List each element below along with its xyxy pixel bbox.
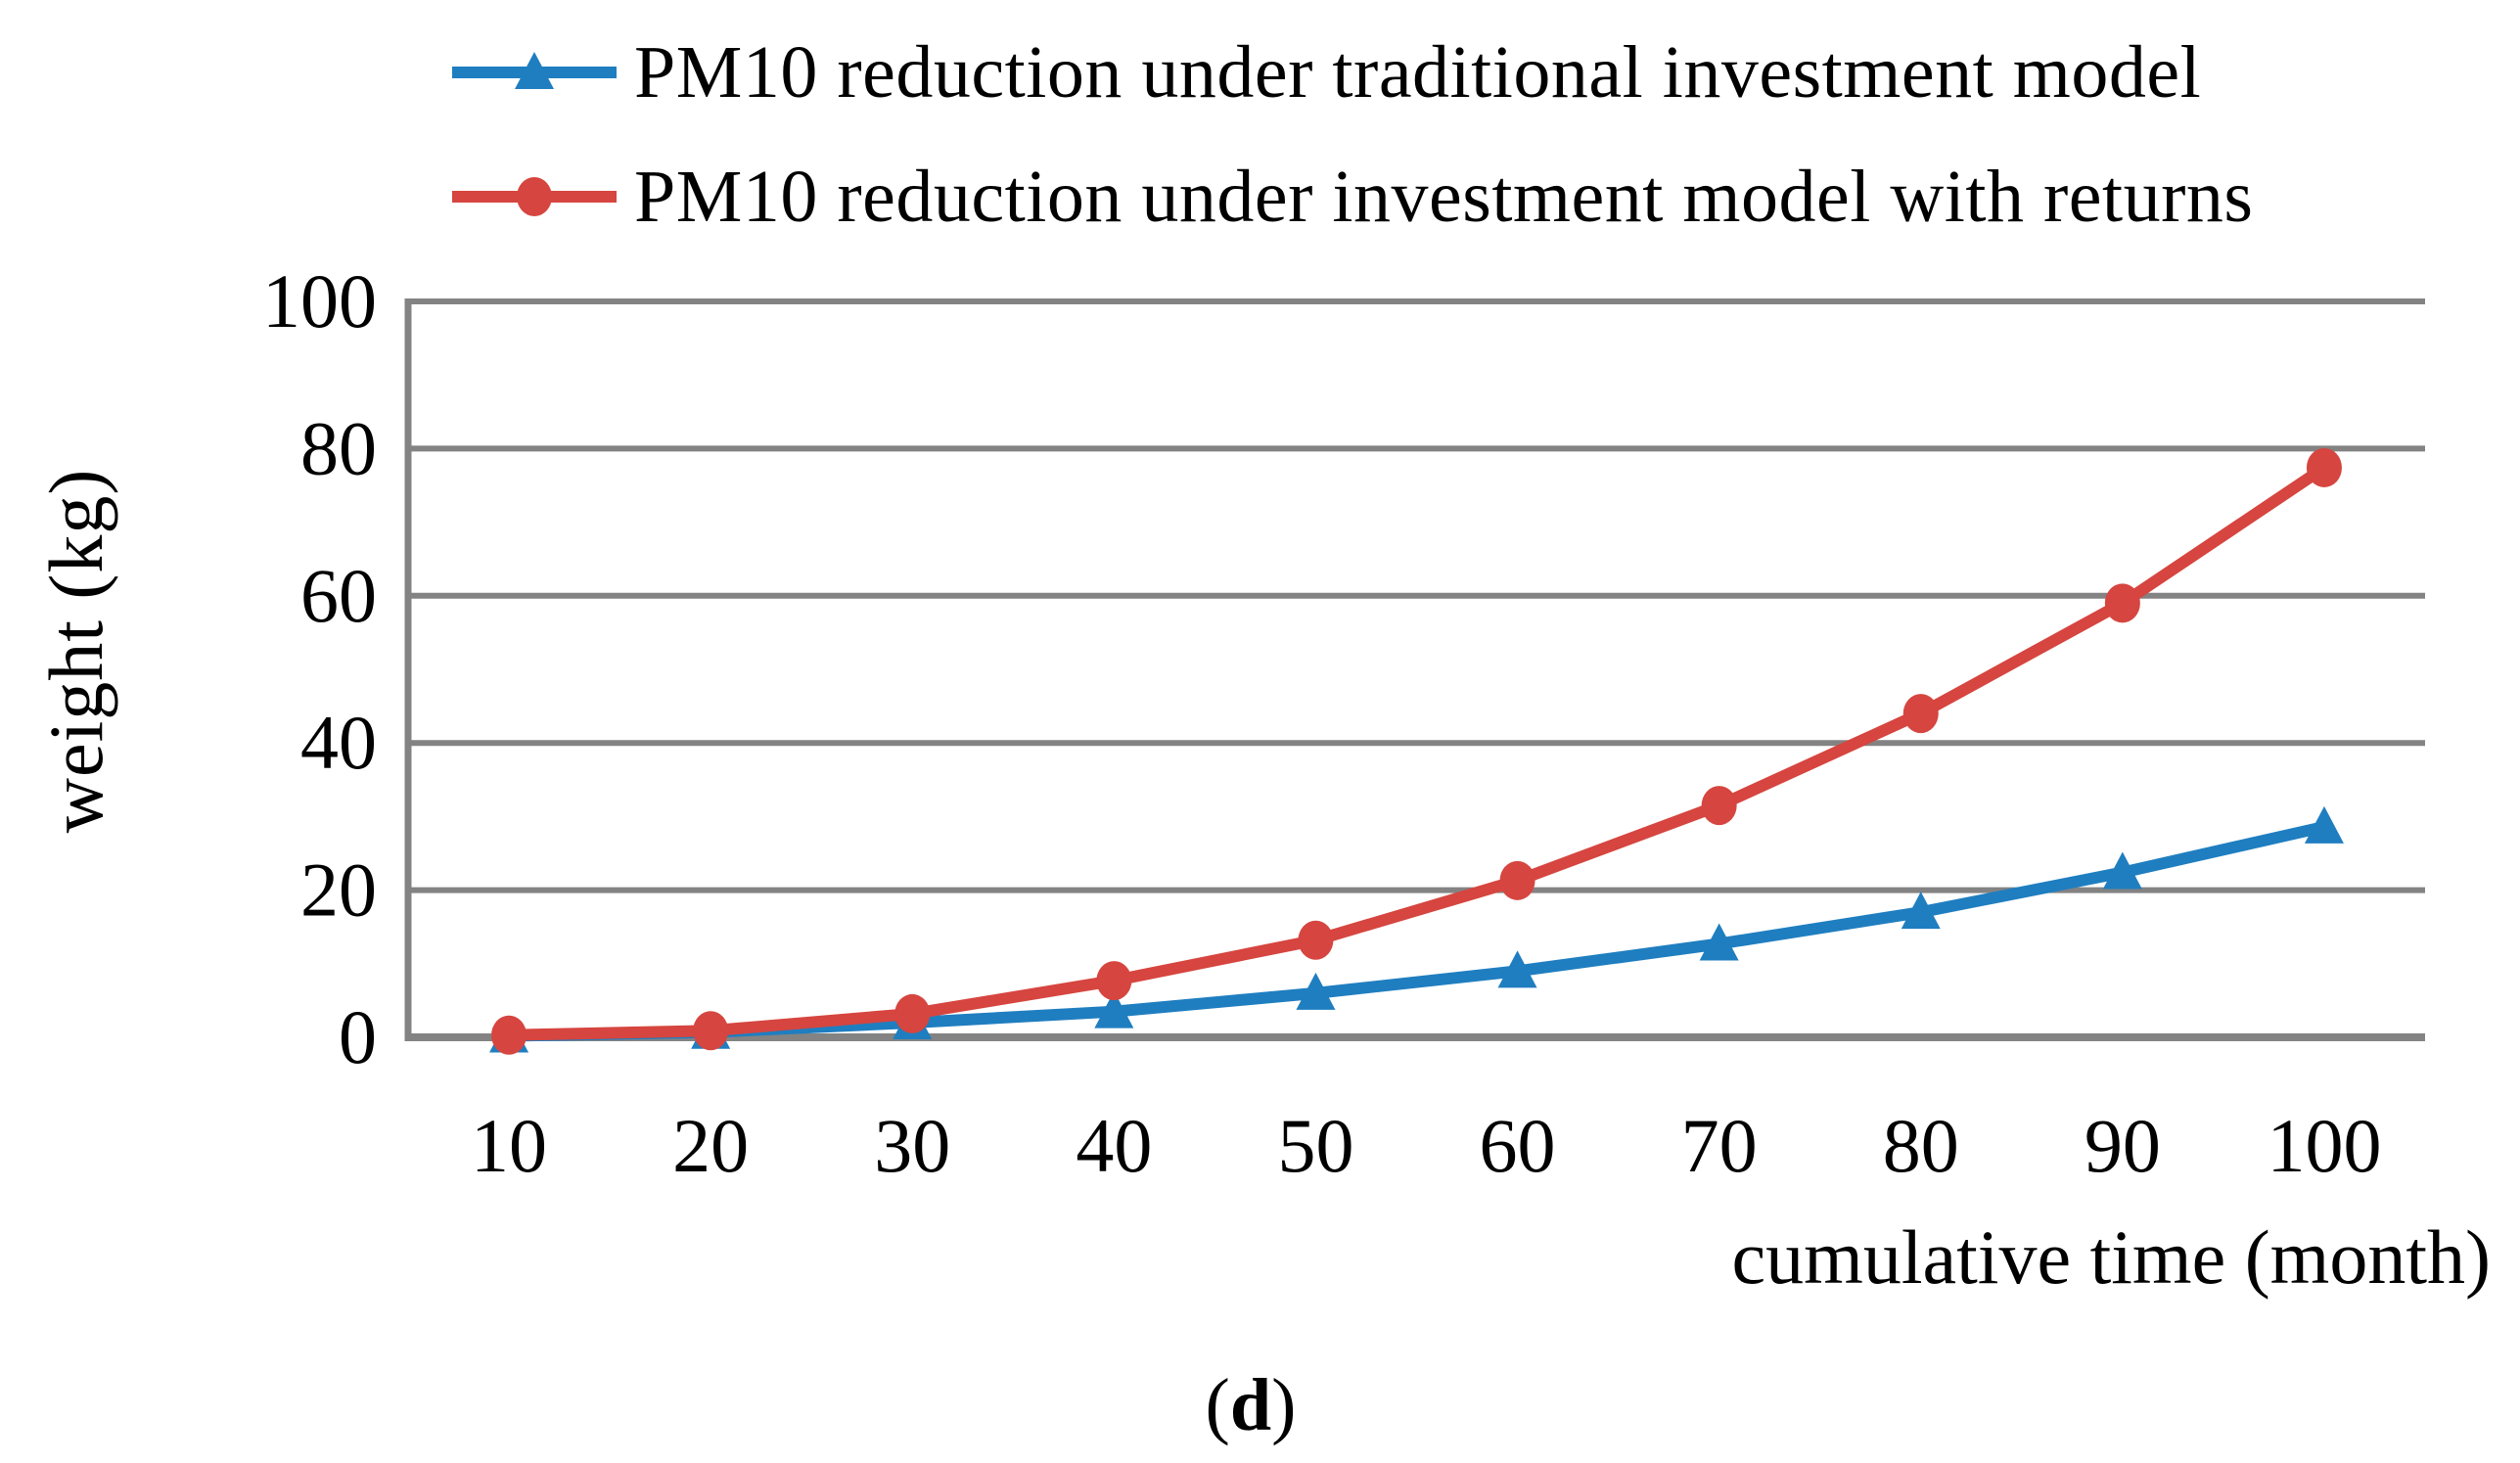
data-point-triangle	[1901, 892, 1941, 930]
x-axis-title: cumulative time (month)	[1731, 1214, 2491, 1300]
y-tick-label: 40	[300, 700, 377, 785]
x-tick-label: 70	[1681, 1103, 1758, 1188]
x-tick-label: 80	[1883, 1103, 1959, 1188]
data-point-circle	[1701, 786, 1737, 826]
caption-close-paren: )	[1271, 1364, 1297, 1446]
legend-sample-triangle	[452, 52, 617, 89]
triangle-marker-icon	[515, 52, 554, 89]
data-point-circle	[894, 993, 931, 1033]
data-point-circle	[2306, 447, 2342, 487]
figure-caption: (d)	[1206, 1368, 1297, 1442]
data-point-circle	[1096, 961, 1132, 1001]
x-tick-label: 30	[874, 1103, 950, 1188]
legend-label-returns: PM10 reduction under investment model wi…	[634, 156, 2254, 238]
series-line-triangle	[503, 820, 2330, 1042]
y-tick-label: 0	[339, 994, 377, 1079]
chart-legend: PM10 reduction under traditional investm…	[452, 28, 2254, 277]
legend-label-traditional: PM10 reduction under traditional investm…	[634, 31, 2202, 114]
x-tick-label: 100	[2267, 1103, 2381, 1188]
data-point-circle	[2104, 583, 2140, 623]
data-point-circle	[1298, 920, 1334, 960]
x-tick-label: 40	[1076, 1103, 1152, 1188]
data-point-triangle	[1094, 990, 1134, 1029]
legend-item-traditional: PM10 reduction under traditional investm…	[452, 28, 2254, 116]
legend-item-returns: PM10 reduction under investment model wi…	[452, 153, 2254, 241]
data-point-triangle	[1699, 923, 1739, 961]
y-tick-label: 60	[300, 553, 377, 638]
circle-marker-icon	[517, 177, 552, 216]
x-tick-label: 60	[1480, 1103, 1556, 1188]
x-tick-label: 20	[672, 1103, 749, 1188]
data-point-circle	[693, 1011, 729, 1051]
y-axis-title: weight (kg)	[33, 468, 118, 834]
caption-letter: d	[1229, 1364, 1272, 1446]
y-tick-label: 20	[300, 847, 377, 933]
data-point-circle	[1902, 694, 1939, 734]
data-point-triangle	[1296, 972, 1336, 1010]
data-point-circle	[491, 1015, 527, 1055]
data-point-triangle	[1497, 950, 1537, 988]
x-tick-label: 90	[2085, 1103, 2161, 1188]
x-tick-label: 50	[1277, 1103, 1353, 1188]
y-tick-label: 80	[300, 405, 377, 490]
caption-open-paren: (	[1205, 1364, 1230, 1446]
data-point-triangle	[2102, 851, 2142, 890]
legend-sample-circle	[452, 177, 617, 216]
data-point-circle	[1499, 860, 1535, 900]
data-point-triangle	[2304, 805, 2344, 844]
y-tick-label: 100	[262, 258, 377, 343]
series-line-circle	[503, 461, 2330, 1041]
x-tick-label: 10	[471, 1103, 547, 1188]
